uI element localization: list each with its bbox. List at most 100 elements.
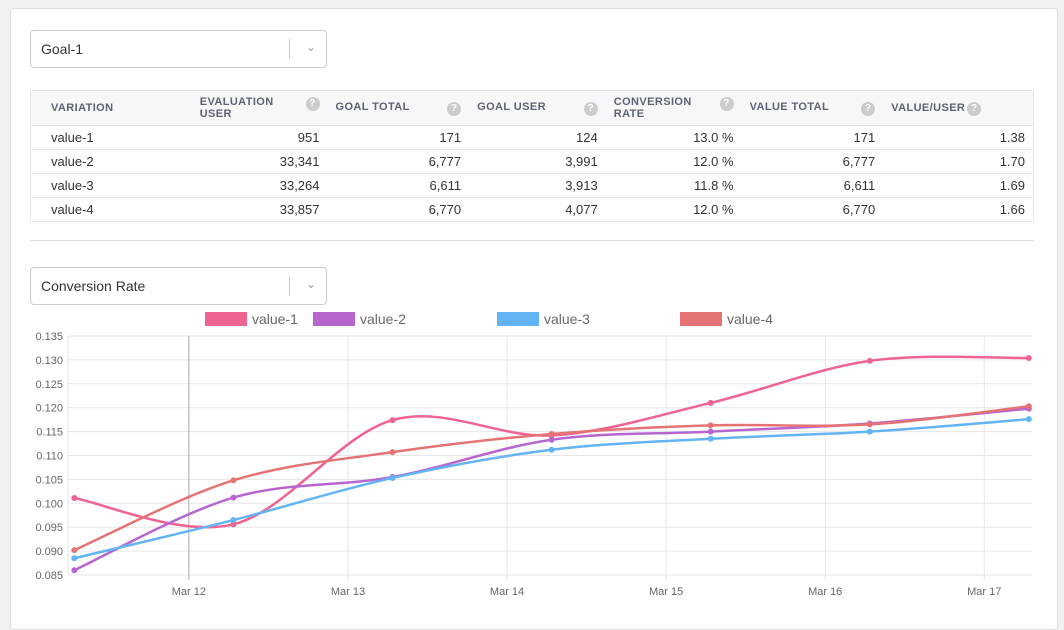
table-cell: 33,857: [191, 197, 328, 222]
y-tick-label: 0.105: [35, 474, 63, 486]
x-tick-label: Mar 13: [331, 586, 365, 598]
table-cell: 13.0 %: [605, 125, 742, 150]
data-point-value-1[interactable]: [866, 357, 873, 364]
table-cell: 6,611: [327, 173, 470, 198]
divider: [30, 240, 1034, 241]
data-point-value-1[interactable]: [71, 495, 78, 502]
legend-swatch[interactable]: [313, 312, 355, 326]
data-point-value-2[interactable]: [548, 436, 555, 443]
table-cell: 6,777: [327, 149, 470, 174]
legend-label[interactable]: value-1: [252, 311, 298, 327]
y-tick-label: 0.130: [35, 355, 63, 367]
help-icon[interactable]: ?: [861, 101, 876, 116]
table-cell: 171: [327, 125, 470, 150]
column-header: GOAL USER?: [469, 90, 606, 126]
table-header-row: VARIATION EVALUATION USER? GOAL TOTAL? GOAL…: [30, 90, 1034, 126]
series-line-value-4: [73, 405, 1029, 552]
data-point-value-2[interactable]: [230, 494, 237, 501]
goal-select[interactable]: Goal-1 ⌄: [30, 30, 327, 68]
column-header: EVALUATION USER?: [191, 90, 328, 126]
data-point-value-2[interactable]: [707, 428, 714, 435]
data-point-value-1[interactable]: [1025, 354, 1032, 361]
table-cell: 4,077: [469, 197, 606, 222]
help-icon[interactable]: ?: [583, 101, 598, 116]
table-cell: 12.0 %: [605, 197, 742, 222]
table-cell: value-3: [30, 173, 192, 198]
x-tick-label: Mar 14: [490, 586, 524, 598]
column-header-label: GOAL TOTAL: [335, 100, 410, 113]
legend-swatch[interactable]: [497, 312, 539, 326]
metric-select-value: Conversion Rate: [41, 278, 146, 294]
table-cell: 1.66: [883, 197, 1034, 222]
data-point-value-1[interactable]: [707, 399, 714, 406]
data-point-value-1[interactable]: [389, 417, 396, 424]
column-header-label: VALUE/USER: [891, 101, 966, 114]
y-tick-label: 0.135: [35, 331, 63, 343]
y-tick-label: 0.120: [35, 403, 63, 415]
help-icon[interactable]: ?: [967, 101, 982, 116]
data-point-value-3[interactable]: [707, 435, 714, 442]
table-cell: 6,770: [327, 197, 470, 222]
table-cell: 124: [469, 125, 606, 150]
x-tick-label: Mar 15: [649, 586, 683, 598]
table-cell: value-1: [30, 125, 192, 150]
data-point-value-4[interactable]: [71, 547, 78, 554]
data-point-value-4[interactable]: [866, 421, 873, 428]
legend-label[interactable]: value-2: [360, 311, 406, 327]
table-cell: 1.70: [883, 149, 1034, 174]
y-tick-label: 0.100: [35, 498, 63, 510]
y-tick-label: 0.115: [36, 427, 63, 439]
data-point-value-4[interactable]: [548, 430, 555, 437]
table-cell: 6,777: [741, 149, 884, 174]
select-separator: [289, 39, 290, 59]
data-point-value-4[interactable]: [230, 477, 237, 484]
data-point-value-2[interactable]: [71, 567, 78, 574]
table-cell: value-4: [30, 197, 192, 222]
column-header-label: VARIATION: [51, 102, 114, 114]
goal-select-value: Goal-1: [41, 41, 84, 57]
table-cell: 12.0 %: [605, 149, 742, 174]
y-tick-label: 0.125: [35, 379, 63, 391]
column-header: VALUE TOTAL?: [741, 90, 884, 126]
table-cell: 11.8 %: [605, 173, 742, 198]
legend-label[interactable]: value-4: [727, 311, 773, 327]
data-point-value-1[interactable]: [230, 521, 237, 528]
metric-select[interactable]: Conversion Rate ⌄: [30, 267, 327, 305]
select-separator: [289, 276, 290, 296]
column-header-label: CONVERSION RATE: [613, 96, 692, 120]
table-row: value-2 33,341 6,777 3,991 12.0 % 6,777 1.70: [30, 149, 1034, 174]
help-icon[interactable]: ?: [447, 101, 462, 116]
results-table: VARIATION EVALUATION USER? GOAL TOTAL? GOAL…: [30, 90, 1034, 222]
data-point-value-3[interactable]: [230, 517, 237, 524]
legend-swatch[interactable]: [205, 312, 247, 326]
column-header-label: EVALUATION USER: [199, 96, 274, 120]
table-cell: 6,611: [741, 173, 884, 198]
chevron-down-icon: ⌄: [305, 40, 316, 54]
data-point-value-3[interactable]: [71, 555, 78, 562]
table-cell: 171: [741, 125, 884, 150]
data-point-value-4[interactable]: [1025, 403, 1032, 410]
help-icon[interactable]: ?: [305, 97, 320, 111]
legend-swatch[interactable]: [680, 312, 722, 326]
data-point-value-3[interactable]: [866, 428, 873, 435]
x-tick-label: Mar 12: [172, 586, 206, 598]
data-point-value-3[interactable]: [1025, 416, 1032, 423]
x-tick-label: Mar 16: [808, 586, 842, 598]
chevron-down-icon: ⌄: [305, 277, 316, 291]
data-point-value-4[interactable]: [389, 449, 396, 456]
data-point-value-4[interactable]: [707, 422, 714, 429]
data-point-value-3[interactable]: [389, 474, 396, 481]
table-cell: 6,770: [741, 197, 884, 222]
table-cell: 33,264: [191, 173, 328, 198]
table-cell: 3,913: [469, 173, 606, 198]
table-row: value-1 951 171 124 13.0 % 171 1.38: [30, 125, 1034, 150]
column-header: GOAL TOTAL?: [327, 90, 470, 126]
table-cell: 1.38: [883, 125, 1034, 150]
column-header: CONVERSION RATE?: [605, 90, 742, 126]
y-tick-label: 0.085: [35, 570, 63, 582]
data-point-value-3[interactable]: [548, 446, 555, 453]
legend-label[interactable]: value-3: [544, 311, 590, 327]
help-icon[interactable]: ?: [719, 97, 734, 111]
column-header: VARIATION: [30, 90, 192, 126]
